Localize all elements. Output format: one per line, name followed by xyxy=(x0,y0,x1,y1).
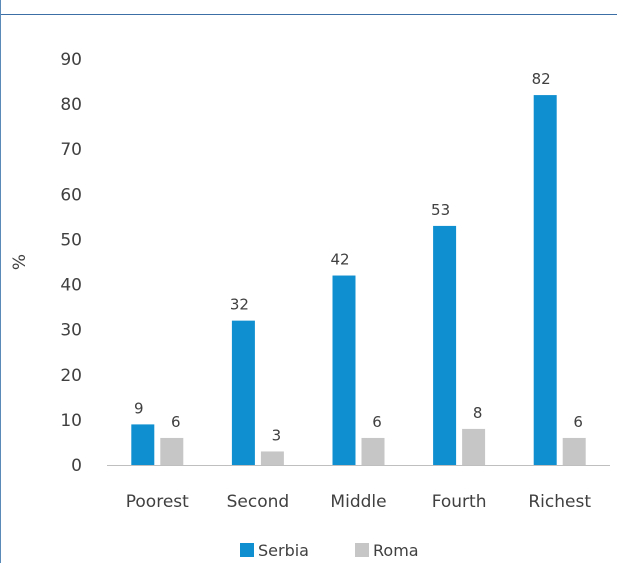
bar-serbia-fourth xyxy=(433,225,457,465)
x-tick-label: Richest xyxy=(528,492,591,512)
x-axis-tick-labels: Poorest Second Middle Fourth Richest xyxy=(126,492,592,512)
data-label-roma: 6 xyxy=(573,413,583,431)
bar-roma-poorest xyxy=(160,437,184,465)
y-tick-label: 30 xyxy=(60,321,82,341)
legend-label-serbia: Serbia xyxy=(258,541,309,560)
x-tick-label: Poorest xyxy=(126,492,189,512)
y-tick-label: 0 xyxy=(71,456,82,476)
legend-swatch-roma xyxy=(355,543,369,557)
data-label-roma: 3 xyxy=(272,426,282,444)
y-tick-label: 70 xyxy=(60,140,82,160)
bar-serbia-richest xyxy=(533,95,557,465)
top-rule xyxy=(1,14,617,15)
legend: Serbia Roma xyxy=(240,541,419,560)
data-label-serbia: 82 xyxy=(532,70,551,88)
y-tick-label: 50 xyxy=(60,230,82,250)
bar-roma-middle xyxy=(361,437,385,465)
y-tick-label: 80 xyxy=(60,95,82,115)
legend-label-roma: Roma xyxy=(373,541,419,560)
data-label-serbia: 32 xyxy=(230,296,249,314)
data-label-serbia: 9 xyxy=(134,399,144,417)
bars: 9 6 32 3 42 6 53 8 82 6 xyxy=(131,70,586,465)
y-tick-label: 90 xyxy=(60,50,82,70)
data-label-serbia: 42 xyxy=(330,251,349,269)
data-label-roma: 6 xyxy=(171,413,181,431)
bar-serbia-second xyxy=(231,320,255,465)
x-tick-label: Second xyxy=(227,492,290,512)
bar-serbia-middle xyxy=(332,275,356,465)
y-tick-label: 60 xyxy=(60,185,82,205)
y-tick-label: 40 xyxy=(60,276,82,296)
y-axis-ticks: 0 10 20 30 40 50 60 70 80 90 xyxy=(60,50,82,476)
bar-roma-fourth xyxy=(462,428,486,465)
data-label-serbia: 53 xyxy=(431,201,450,219)
bar-roma-second xyxy=(260,451,284,465)
x-tick-label: Fourth xyxy=(432,492,487,512)
y-tick-label: 20 xyxy=(60,366,82,386)
x-tick-label: Middle xyxy=(330,492,386,512)
bar-roma-richest xyxy=(562,437,586,465)
y-axis-label: % xyxy=(10,254,30,270)
y-tick-label: 10 xyxy=(60,411,82,431)
bar-serbia-poorest xyxy=(131,424,155,465)
data-label-roma: 8 xyxy=(473,404,483,422)
data-label-roma: 6 xyxy=(372,413,382,431)
legend-swatch-serbia xyxy=(240,543,254,557)
